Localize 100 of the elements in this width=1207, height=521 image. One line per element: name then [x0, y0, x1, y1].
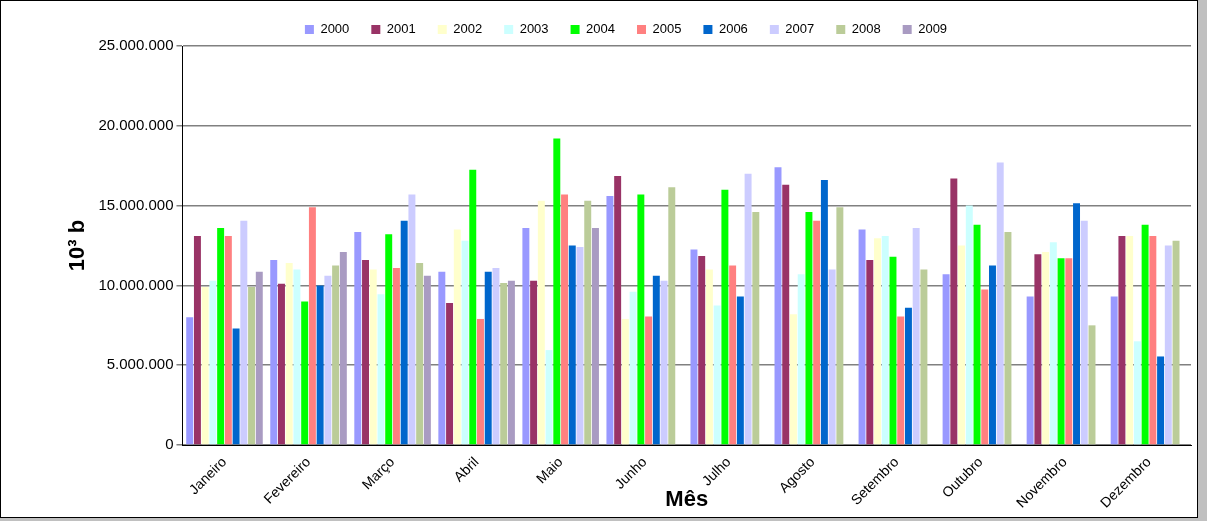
bar — [308, 207, 316, 445]
bar — [606, 196, 614, 445]
bar — [705, 269, 713, 445]
bar — [645, 316, 653, 445]
bar — [438, 271, 446, 445]
bar — [660, 280, 668, 445]
bar — [637, 194, 645, 445]
bar — [408, 194, 416, 445]
legend-label: 2004 — [586, 21, 615, 37]
bar — [392, 267, 400, 445]
y-tick-label: 25.000.000 — [98, 36, 174, 54]
bar — [836, 207, 844, 445]
bar — [1157, 356, 1165, 445]
bar — [752, 212, 760, 445]
bar — [193, 235, 201, 445]
bar — [1042, 251, 1050, 445]
bar — [385, 234, 393, 445]
x-axis-title: Mês — [665, 485, 709, 511]
bar — [240, 220, 248, 445]
bar — [1080, 220, 1088, 445]
bar — [416, 263, 424, 445]
bar — [736, 296, 744, 445]
bar — [301, 301, 309, 445]
bar — [782, 184, 790, 445]
legend-label: 2007 — [785, 21, 815, 37]
bar — [874, 238, 881, 445]
bar — [1073, 203, 1081, 445]
bar — [1026, 296, 1034, 445]
bar — [316, 285, 324, 445]
legend-label: 2005 — [652, 21, 682, 37]
y-tick-label: 0 — [165, 435, 174, 453]
legend-label: 2000 — [320, 21, 350, 37]
bar — [920, 269, 928, 445]
bar — [942, 274, 950, 445]
bar — [1133, 341, 1141, 445]
bar — [217, 227, 225, 445]
bar — [1110, 296, 1118, 445]
bar — [866, 259, 874, 445]
bar — [477, 318, 484, 445]
bar — [278, 283, 285, 445]
bar — [805, 212, 813, 445]
bar — [1172, 240, 1180, 445]
bar — [507, 280, 515, 445]
bar — [461, 240, 469, 445]
bar — [293, 269, 301, 445]
bar — [446, 302, 454, 445]
bar — [965, 205, 973, 445]
bar — [881, 235, 889, 445]
bar — [996, 162, 1004, 445]
bar — [255, 271, 263, 445]
legend-label: 2003 — [519, 21, 549, 37]
y-tick-label: 15.000.000 — [98, 195, 174, 213]
bar — [958, 245, 966, 445]
bar — [729, 265, 737, 445]
bar — [270, 259, 278, 445]
bar — [950, 178, 958, 445]
bar — [332, 265, 340, 445]
bar — [369, 269, 377, 445]
bar — [1149, 235, 1157, 445]
bar — [973, 224, 981, 445]
bar — [201, 287, 209, 445]
bar — [339, 251, 347, 445]
bar — [285, 263, 293, 445]
bar — [1126, 235, 1134, 445]
bar — [500, 283, 508, 445]
bar — [858, 229, 866, 445]
bar — [989, 265, 996, 445]
bar — [789, 314, 797, 445]
legend-label: 2002 — [453, 21, 483, 37]
bar — [1164, 245, 1172, 445]
bar — [522, 227, 530, 445]
y-axis-title: 10³ b — [64, 219, 90, 272]
legend-label: 2009 — [918, 21, 948, 37]
bar — [912, 227, 920, 445]
bar — [668, 187, 676, 445]
bar — [362, 259, 369, 445]
bar — [584, 200, 592, 445]
bar — [1034, 254, 1042, 445]
y-tick-label: 20.000.000 — [98, 115, 174, 133]
bar — [591, 227, 599, 445]
bar — [981, 289, 989, 445]
y-tick-label: 5.000.000 — [106, 355, 174, 373]
bar — [232, 328, 240, 445]
bar — [621, 318, 629, 445]
bar — [1049, 242, 1057, 445]
bar — [484, 271, 492, 445]
bar — [813, 220, 821, 445]
legend-label: 2006 — [718, 21, 748, 37]
bar — [828, 269, 836, 445]
bar — [820, 180, 828, 445]
bar — [904, 307, 912, 445]
bar — [629, 291, 637, 445]
legend-label: 2008 — [851, 21, 881, 37]
legend-label: 2001 — [386, 21, 416, 37]
y-tick-label: 10.000.000 — [98, 275, 174, 293]
bar — [400, 220, 408, 445]
bar — [186, 317, 194, 445]
bar — [721, 189, 729, 445]
bar — [469, 169, 477, 445]
bar — [209, 280, 217, 445]
